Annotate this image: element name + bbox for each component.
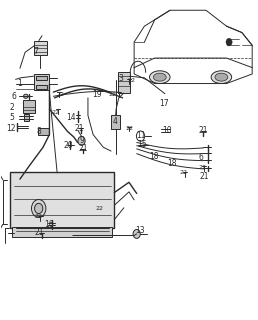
Text: 22: 22 — [179, 170, 187, 175]
Text: 22: 22 — [35, 214, 43, 219]
Ellipse shape — [215, 73, 228, 81]
Bar — [22, 100, 35, 113]
Ellipse shape — [150, 71, 170, 84]
Text: 14: 14 — [67, 113, 76, 122]
Bar — [10, 172, 114, 228]
Text: 18: 18 — [167, 159, 177, 168]
Text: 22: 22 — [95, 206, 103, 211]
Bar — [36, 85, 47, 89]
Text: 6: 6 — [198, 153, 203, 162]
Ellipse shape — [211, 71, 232, 84]
Text: 19: 19 — [92, 90, 102, 99]
Circle shape — [78, 136, 85, 145]
Text: 16: 16 — [44, 220, 54, 229]
Text: 6: 6 — [11, 92, 16, 101]
Text: 17: 17 — [159, 99, 168, 108]
Text: 20: 20 — [63, 141, 73, 150]
Text: 21: 21 — [75, 124, 84, 132]
Ellipse shape — [23, 94, 28, 98]
Text: 21: 21 — [35, 228, 44, 237]
Circle shape — [35, 203, 43, 213]
Bar — [110, 116, 120, 129]
Text: 22: 22 — [125, 126, 133, 131]
Text: 7: 7 — [33, 47, 38, 56]
Text: 11: 11 — [136, 131, 146, 140]
Text: 9: 9 — [80, 136, 85, 145]
Text: 3: 3 — [118, 74, 123, 83]
Circle shape — [226, 38, 232, 46]
Text: 18: 18 — [149, 152, 159, 161]
Text: 22: 22 — [199, 164, 207, 170]
Text: 15: 15 — [138, 140, 147, 149]
Text: 22: 22 — [127, 78, 135, 84]
Text: 13: 13 — [135, 226, 144, 235]
Text: 21: 21 — [200, 172, 209, 181]
Text: 2: 2 — [10, 103, 15, 112]
Circle shape — [31, 199, 46, 217]
Bar — [38, 128, 50, 134]
Bar — [118, 72, 130, 93]
Bar — [34, 41, 47, 55]
Text: 12: 12 — [6, 124, 16, 132]
Text: 4: 4 — [112, 117, 117, 126]
Text: 21: 21 — [199, 126, 208, 135]
Text: 22: 22 — [52, 110, 60, 115]
Text: 5: 5 — [10, 114, 15, 123]
Ellipse shape — [153, 73, 166, 81]
Text: 10: 10 — [162, 126, 172, 135]
Bar — [12, 227, 112, 237]
Text: 22: 22 — [57, 92, 65, 97]
Bar — [24, 114, 29, 121]
Text: 8: 8 — [37, 127, 42, 136]
Text: 22: 22 — [108, 92, 116, 97]
Circle shape — [133, 229, 140, 238]
Text: 1: 1 — [18, 79, 22, 88]
Bar — [36, 76, 47, 80]
Text: 21: 21 — [79, 144, 88, 153]
Bar — [34, 74, 49, 90]
